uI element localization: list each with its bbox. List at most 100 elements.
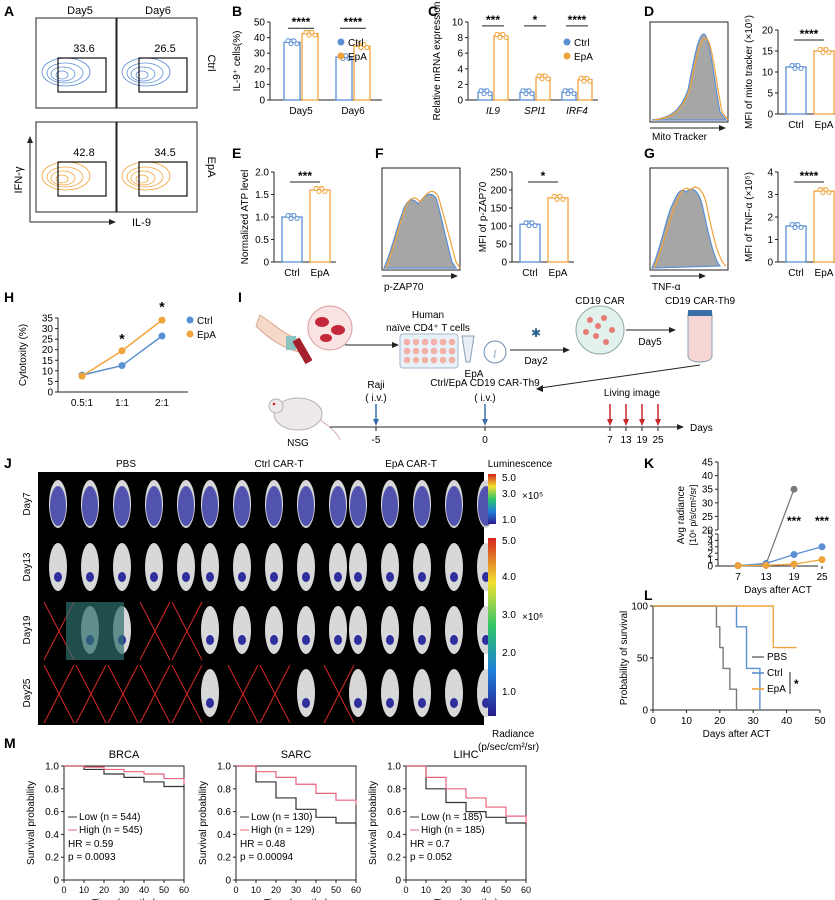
legend-epa-label: EpA	[197, 330, 216, 341]
blood-cell-icon	[307, 305, 353, 351]
x-tick-label: 20	[441, 885, 451, 895]
data-point	[820, 50, 826, 55]
data-point	[294, 41, 300, 47]
signal-overlay	[82, 486, 98, 526]
y-tick-label: 15	[42, 356, 54, 367]
y-tick-label: 5	[47, 377, 53, 388]
y-tick-label: 35	[42, 314, 54, 325]
mouse-silhouette	[381, 606, 399, 654]
well	[448, 347, 456, 355]
mouse-silhouette	[413, 543, 431, 591]
rad-multiplier: ×10⁶	[522, 612, 543, 623]
legend-label: Low (n = 185)	[421, 812, 482, 823]
y-tick-label: 100	[631, 602, 648, 613]
panel-letter-i: I	[238, 289, 242, 305]
radiance-unit: (p/sec/cm²/sr)	[478, 742, 539, 753]
legend-ctrl-label: Ctrl	[348, 38, 364, 49]
mouse-silhouette	[113, 543, 131, 591]
timeline-tick-label: 19	[636, 435, 648, 446]
deceased-cross	[107, 664, 139, 724]
x-tick-label: 30	[119, 885, 129, 895]
signal-overlay	[146, 486, 162, 526]
y-tick-label: 3	[707, 542, 713, 553]
histogram-mito: Mito Tracker Mito Tracker	[649, 21, 729, 143]
data-point	[306, 32, 312, 38]
data-point	[500, 32, 506, 38]
signal-overlay	[202, 486, 218, 526]
x-tick-label: 10	[681, 716, 693, 727]
y-tick-label: 4	[707, 536, 713, 547]
well	[412, 356, 420, 364]
y-axis-label: MFI of p-ZAP70	[478, 181, 489, 252]
x-tick-label: 20	[271, 885, 281, 895]
y-tick-label: 0.4	[387, 830, 401, 841]
data-point	[78, 372, 86, 380]
data-point	[355, 42, 361, 48]
deceased-cross	[171, 601, 203, 661]
p-value: p = 0.052	[410, 852, 452, 863]
legend-label: High (n = 129)	[251, 825, 315, 836]
survival-curve	[653, 605, 797, 649]
lum-tick: 3.0	[502, 489, 516, 500]
hazard-ratio: HR = 0.59	[68, 839, 114, 850]
series-line	[765, 488, 795, 565]
y-tick-label: 0	[53, 876, 59, 887]
significance-stars: ***	[486, 13, 500, 27]
y-axis-label: Survival probability	[198, 781, 209, 865]
epa-contour-day6	[121, 161, 171, 191]
x-tick-label: 30	[461, 885, 471, 895]
plot-title: SARC	[281, 749, 312, 761]
legend-epa-label: EpA	[574, 52, 593, 63]
well	[403, 347, 411, 355]
data-point	[545, 76, 551, 82]
y-axis-label: Normalized ATP level	[240, 170, 251, 265]
legend-label: High (n = 185)	[421, 825, 485, 836]
y-tick-label: 0	[457, 96, 463, 107]
signal-overlay	[234, 486, 250, 526]
x-tick-label: 7	[735, 572, 741, 583]
x-tick-label: 40	[139, 885, 149, 895]
x-tick-label: 50	[159, 885, 169, 895]
signal-overlay	[298, 486, 314, 526]
data-point	[792, 225, 798, 230]
data-point	[285, 213, 291, 218]
y-tick-label: 10	[452, 18, 464, 29]
data-point	[578, 75, 584, 81]
significance-stars: ***	[298, 169, 312, 183]
signal-overlay	[450, 635, 458, 645]
bar	[813, 190, 835, 263]
x-axis-label: Days after ACT	[744, 585, 812, 596]
y-tick-label: 0.4	[217, 830, 231, 841]
data-point	[288, 216, 294, 221]
timeline-tick-label: 0	[482, 435, 488, 446]
mouse-silhouette	[349, 669, 367, 717]
signal-overlay	[302, 635, 310, 645]
data-point	[358, 45, 364, 51]
legend-label: High (n = 545)	[79, 825, 143, 836]
x-tick-label: 40	[311, 885, 321, 895]
y-tick-label: 0	[263, 258, 269, 269]
y-tick-label: 0.8	[387, 784, 401, 795]
living-image-label: Living image	[604, 388, 661, 399]
x-tick-label: Ctrl	[788, 268, 804, 279]
group-label: PBS	[116, 459, 136, 470]
bar	[281, 216, 303, 263]
data-point	[551, 193, 557, 199]
y-tick-label: 2	[457, 80, 463, 91]
y-tick-label: 1.0	[217, 762, 231, 773]
y-tick-label: 1.0	[255, 213, 269, 224]
y-tick-label: 0.2	[217, 853, 231, 864]
y-tick-label: 1	[707, 555, 713, 566]
x-tick-label: 0	[650, 716, 656, 727]
panel-g-chart: 0 1 2 3 4 MFI of TNF-α (×10⁵) Ctrl EpA ****	[744, 168, 835, 279]
data-point	[562, 88, 568, 94]
mouse-silhouette	[81, 543, 99, 591]
well-plate-icon	[399, 333, 459, 369]
significance-stars: *	[159, 299, 165, 315]
signal-overlay	[386, 698, 394, 708]
y-tick-label: 0	[395, 876, 401, 887]
data-point	[820, 190, 826, 196]
day-label: Day7	[22, 492, 33, 516]
data-point	[481, 91, 487, 97]
x-tick-label: 40	[481, 885, 491, 895]
